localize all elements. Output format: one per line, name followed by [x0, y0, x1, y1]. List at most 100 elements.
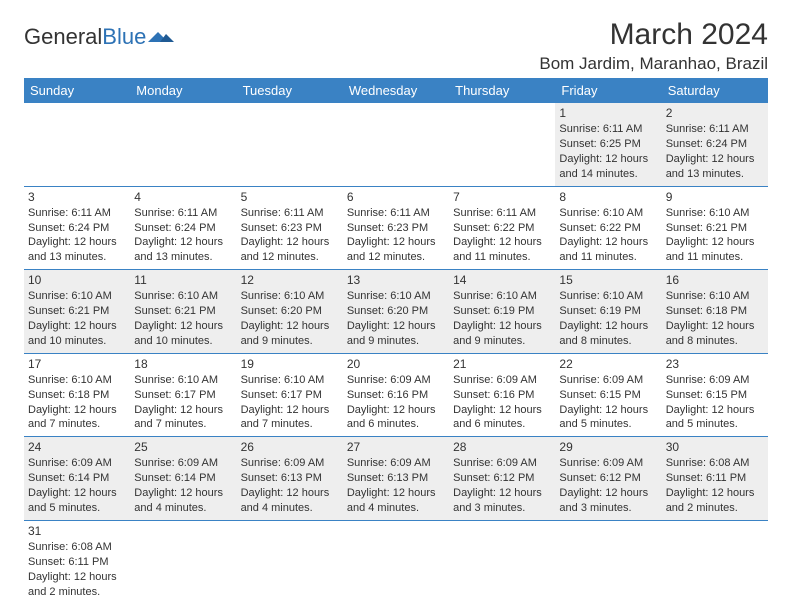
- sunrise-text: Sunrise: 6:10 AM: [28, 373, 126, 388]
- daylight-text: Daylight: 12 hours and 13 minutes.: [28, 235, 126, 265]
- logo: GeneralBlue: [24, 18, 174, 50]
- month-title: March 2024: [539, 18, 768, 52]
- day-number: 26: [241, 439, 339, 455]
- day-number: 30: [666, 439, 764, 455]
- sunrise-text: Sunrise: 6:10 AM: [666, 289, 764, 304]
- daylight-text: Daylight: 12 hours and 4 minutes.: [134, 486, 232, 516]
- sunset-text: Sunset: 6:20 PM: [347, 304, 445, 319]
- calendar-day-cell: 21Sunrise: 6:09 AMSunset: 6:16 PMDayligh…: [449, 353, 555, 437]
- sunrise-text: Sunrise: 6:09 AM: [241, 456, 339, 471]
- calendar-day-cell: 25Sunrise: 6:09 AMSunset: 6:14 PMDayligh…: [130, 437, 236, 521]
- sunset-text: Sunset: 6:25 PM: [559, 137, 657, 152]
- daylight-text: Daylight: 12 hours and 7 minutes.: [134, 403, 232, 433]
- day-number: 17: [28, 356, 126, 372]
- sunset-text: Sunset: 6:23 PM: [347, 221, 445, 236]
- calendar-day-cell: [130, 103, 236, 186]
- sunset-text: Sunset: 6:12 PM: [453, 471, 551, 486]
- calendar-day-cell: 16Sunrise: 6:10 AMSunset: 6:18 PMDayligh…: [662, 270, 768, 354]
- daylight-text: Daylight: 12 hours and 3 minutes.: [559, 486, 657, 516]
- sunrise-text: Sunrise: 6:09 AM: [453, 456, 551, 471]
- day-number: 27: [347, 439, 445, 455]
- calendar-day-cell: 19Sunrise: 6:10 AMSunset: 6:17 PMDayligh…: [237, 353, 343, 437]
- sunrise-text: Sunrise: 6:10 AM: [134, 289, 232, 304]
- calendar-week-row: 1Sunrise: 6:11 AMSunset: 6:25 PMDaylight…: [24, 103, 768, 186]
- sunrise-text: Sunrise: 6:11 AM: [347, 206, 445, 221]
- sunset-text: Sunset: 6:21 PM: [28, 304, 126, 319]
- sunset-text: Sunset: 6:21 PM: [134, 304, 232, 319]
- flag-icon: [148, 24, 174, 50]
- calendar-day-cell: 4Sunrise: 6:11 AMSunset: 6:24 PMDaylight…: [130, 186, 236, 270]
- daylight-text: Daylight: 12 hours and 14 minutes.: [559, 152, 657, 182]
- sunset-text: Sunset: 6:12 PM: [559, 471, 657, 486]
- logo-text-general: General: [24, 24, 102, 50]
- day-number: 12: [241, 272, 339, 288]
- sunrise-text: Sunrise: 6:11 AM: [241, 206, 339, 221]
- sunrise-text: Sunrise: 6:10 AM: [28, 289, 126, 304]
- sunrise-text: Sunrise: 6:10 AM: [666, 206, 764, 221]
- sunset-text: Sunset: 6:22 PM: [453, 221, 551, 236]
- daylight-text: Daylight: 12 hours and 9 minutes.: [347, 319, 445, 349]
- daylight-text: Daylight: 12 hours and 10 minutes.: [28, 319, 126, 349]
- sunset-text: Sunset: 6:19 PM: [453, 304, 551, 319]
- calendar-day-cell: [662, 520, 768, 603]
- sunset-text: Sunset: 6:22 PM: [559, 221, 657, 236]
- title-block: March 2024 Bom Jardim, Maranhao, Brazil: [539, 18, 768, 74]
- calendar-day-cell: 6Sunrise: 6:11 AMSunset: 6:23 PMDaylight…: [343, 186, 449, 270]
- calendar-day-cell: [237, 103, 343, 186]
- sunset-text: Sunset: 6:23 PM: [241, 221, 339, 236]
- calendar-day-cell: 29Sunrise: 6:09 AMSunset: 6:12 PMDayligh…: [555, 437, 661, 521]
- day-header: Wednesday: [343, 78, 449, 103]
- day-number: 19: [241, 356, 339, 372]
- daylight-text: Daylight: 12 hours and 6 minutes.: [453, 403, 551, 433]
- daylight-text: Daylight: 12 hours and 11 minutes.: [559, 235, 657, 265]
- calendar-day-cell: [449, 520, 555, 603]
- sunset-text: Sunset: 6:15 PM: [559, 388, 657, 403]
- sunrise-text: Sunrise: 6:09 AM: [559, 456, 657, 471]
- daylight-text: Daylight: 12 hours and 9 minutes.: [241, 319, 339, 349]
- daylight-text: Daylight: 12 hours and 3 minutes.: [453, 486, 551, 516]
- day-number: 4: [134, 189, 232, 205]
- calendar-day-cell: 9Sunrise: 6:10 AMSunset: 6:21 PMDaylight…: [662, 186, 768, 270]
- sunset-text: Sunset: 6:24 PM: [28, 221, 126, 236]
- day-number: 6: [347, 189, 445, 205]
- sunset-text: Sunset: 6:16 PM: [453, 388, 551, 403]
- day-number: 16: [666, 272, 764, 288]
- calendar-day-cell: 10Sunrise: 6:10 AMSunset: 6:21 PMDayligh…: [24, 270, 130, 354]
- sunset-text: Sunset: 6:14 PM: [134, 471, 232, 486]
- sunset-text: Sunset: 6:20 PM: [241, 304, 339, 319]
- day-header: Friday: [555, 78, 661, 103]
- calendar-day-cell: [343, 103, 449, 186]
- calendar-week-row: 17Sunrise: 6:10 AMSunset: 6:18 PMDayligh…: [24, 353, 768, 437]
- sunset-text: Sunset: 6:17 PM: [241, 388, 339, 403]
- daylight-text: Daylight: 12 hours and 9 minutes.: [453, 319, 551, 349]
- daylight-text: Daylight: 12 hours and 13 minutes.: [666, 152, 764, 182]
- day-number: 15: [559, 272, 657, 288]
- calendar-day-cell: [237, 520, 343, 603]
- sunset-text: Sunset: 6:18 PM: [666, 304, 764, 319]
- calendar-week-row: 10Sunrise: 6:10 AMSunset: 6:21 PMDayligh…: [24, 270, 768, 354]
- daylight-text: Daylight: 12 hours and 10 minutes.: [134, 319, 232, 349]
- location: Bom Jardim, Maranhao, Brazil: [539, 54, 768, 74]
- calendar-day-cell: [555, 520, 661, 603]
- calendar-day-cell: 7Sunrise: 6:11 AMSunset: 6:22 PMDaylight…: [449, 186, 555, 270]
- daylight-text: Daylight: 12 hours and 12 minutes.: [241, 235, 339, 265]
- calendar-body: 1Sunrise: 6:11 AMSunset: 6:25 PMDaylight…: [24, 103, 768, 603]
- day-header: Monday: [130, 78, 236, 103]
- daylight-text: Daylight: 12 hours and 12 minutes.: [347, 235, 445, 265]
- sunrise-text: Sunrise: 6:10 AM: [559, 289, 657, 304]
- day-number: 29: [559, 439, 657, 455]
- daylight-text: Daylight: 12 hours and 7 minutes.: [241, 403, 339, 433]
- daylight-text: Daylight: 12 hours and 8 minutes.: [559, 319, 657, 349]
- sunset-text: Sunset: 6:19 PM: [559, 304, 657, 319]
- logo-text-blue: Blue: [102, 24, 146, 50]
- header: GeneralBlue March 2024 Bom Jardim, Maran…: [24, 18, 768, 74]
- day-number: 24: [28, 439, 126, 455]
- day-number: 18: [134, 356, 232, 372]
- calendar-day-cell: 28Sunrise: 6:09 AMSunset: 6:12 PMDayligh…: [449, 437, 555, 521]
- day-number: 31: [28, 523, 126, 539]
- day-number: 20: [347, 356, 445, 372]
- daylight-text: Daylight: 12 hours and 6 minutes.: [347, 403, 445, 433]
- calendar-day-cell: 12Sunrise: 6:10 AMSunset: 6:20 PMDayligh…: [237, 270, 343, 354]
- sunset-text: Sunset: 6:11 PM: [28, 555, 126, 570]
- sunrise-text: Sunrise: 6:11 AM: [134, 206, 232, 221]
